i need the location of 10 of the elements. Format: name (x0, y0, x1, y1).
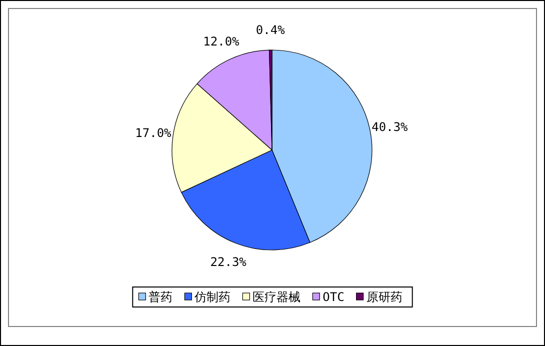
legend-label: 普药 (148, 290, 173, 304)
legend-label: 仿制药 (194, 290, 231, 304)
data-label: 40.3% (372, 120, 409, 134)
legend-label: 原研药 (366, 290, 402, 304)
legend-label: OTC (322, 290, 344, 304)
data-label: 12.0% (203, 34, 240, 48)
data-label: 0.4% (256, 23, 286, 38)
legend-label: 医疗器械 (252, 290, 301, 304)
data-label: 22.3% (210, 254, 248, 269)
data-label: 17.0% (135, 126, 172, 140)
